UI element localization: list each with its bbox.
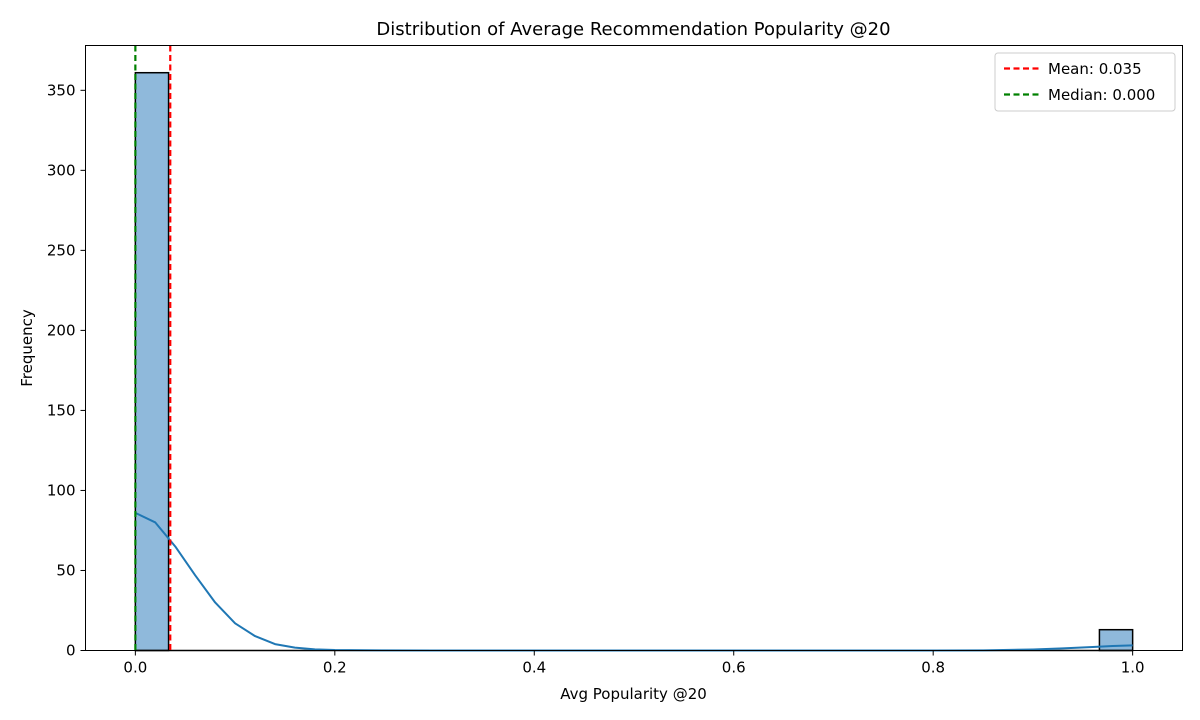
- y-tick-label: 0: [66, 642, 76, 660]
- x-tick-label: 0.2: [323, 659, 347, 677]
- legend-median-label: Median: 0.000: [1048, 86, 1155, 104]
- legend-box: [994, 52, 1176, 112]
- y-axis-ticks: 0 50 100 150 200 250 300 350: [47, 81, 86, 660]
- x-axis-ticks: 0.0 0.2 0.4 0.6 0.8 1.0: [123, 650, 1145, 677]
- legend: Mean: 0.035 Median: 0.000: [994, 52, 1176, 112]
- x-axis-label: Avg Popularity @20: [560, 685, 707, 703]
- x-tick-label: 0.0: [123, 659, 147, 677]
- histogram-bar: [134, 71, 170, 652]
- x-tick-label: 0.8: [921, 659, 945, 677]
- y-tick-label: 250: [47, 241, 76, 259]
- y-tick-label: 200: [47, 321, 76, 339]
- y-tick-label: 100: [47, 481, 76, 499]
- y-tick-label: 150: [47, 401, 76, 419]
- y-tick-label: 300: [47, 161, 76, 179]
- x-tick-label: 0.6: [722, 659, 746, 677]
- y-axis-label: Frequency: [18, 309, 36, 387]
- chart-title: Distribution of Average Recommendation P…: [376, 19, 890, 40]
- legend-mean-label: Mean: 0.035: [1048, 60, 1142, 78]
- kde-curve: [134, 511, 1133, 652]
- y-tick-label: 50: [56, 561, 75, 579]
- plot-area: [134, 45, 1134, 652]
- x-tick-label: 0.4: [522, 659, 546, 677]
- y-tick-label: 350: [47, 81, 76, 99]
- axes-frame: [85, 45, 1183, 651]
- x-tick-label: 1.0: [1121, 659, 1145, 677]
